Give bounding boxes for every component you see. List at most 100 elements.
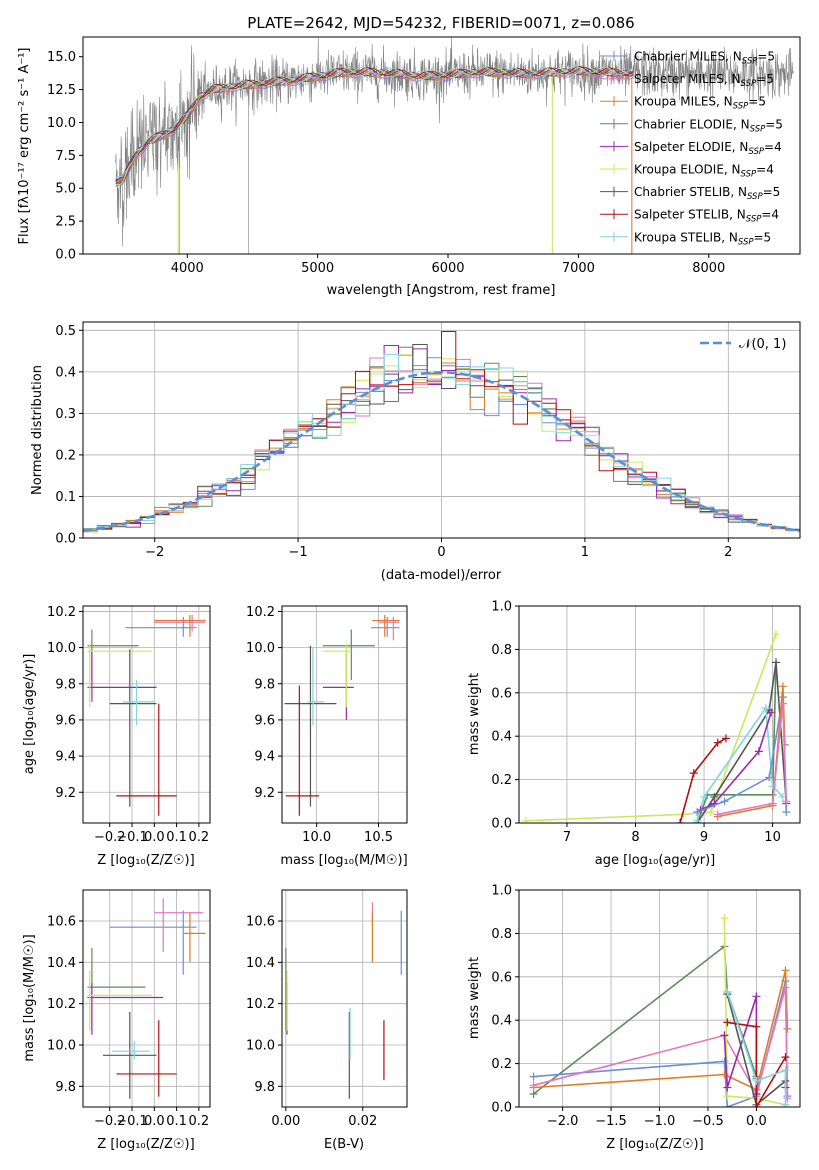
y-tick-label: 0.1 [55,490,76,505]
legend-label-text: Chabrier STELIB, N [634,185,747,199]
legend-label-sub: SSP [738,237,754,247]
weight-marker [723,1083,732,1092]
axes-frame [518,605,801,824]
model-spectrum [115,66,634,185]
x-tick-label: 7000 [562,261,595,276]
y-tick-label: 10.6 [47,915,76,930]
age-z-ylabel: age [log₁₀(age/yr)] [22,654,37,775]
plot-area [529,914,792,1107]
legend-label-text: Kroupa MILES, N [634,95,733,109]
weight-z-ylabel: mass weight [467,957,482,1039]
y-tick-label: 10.2 [47,997,76,1012]
x-tick-label: 10 [764,830,781,845]
weight-marker [752,992,761,1001]
legend-label: Salpeter STELIB, NSSP=4 [634,208,779,225]
grid [83,606,210,823]
residual-distribution-panel: −2 −1 0 1 2 0.0 0.1 0.2 0.3 0.4 0.5 𝒩(0, 1) [55,321,801,560]
weight-marker [772,630,781,639]
age-vs-mass-panel: 10.0 10.5 9.2 9.4 9.6 9.8 10.0 10.2 [246,605,408,845]
weight-marker [713,810,722,819]
legend-label-sub: SSP [741,79,757,89]
x-tick-label: −0.1 [116,1114,148,1129]
legend-label-n: =5 [763,185,781,199]
weight-marker [676,819,685,823]
y-tick-label: 0.2 [491,773,512,788]
legend-label-n: =5 [756,72,774,86]
model-spectrum [115,68,634,186]
y-tick-label: 10.0 [246,1039,275,1054]
weight-line [727,1021,787,1107]
ticks: −2.0 −1.5 −1.0 −0.5 0.0 0.0 0.2 0.4 0.6 0.8 1.0 [491,884,766,1130]
weight-line [533,987,789,1099]
x-tick-label: 0.1 [166,1114,187,1129]
weight-line [723,918,786,1106]
y-tick-label: 9.2 [254,786,275,801]
weight-marker [723,987,732,996]
y-tick-label: 0.0 [491,1101,512,1116]
weight-marker [781,1100,790,1107]
ticks: 0.00 0.02 9.8 10.0 10.2 10.4 10.6 [246,915,377,1130]
weight-vs-age-panel: 7 8 9 10 0.0 0.2 0.4 0.6 0.8 1.0 [491,600,801,845]
y-tick-label: 0.4 [491,730,512,745]
x-tick-label: 0.2 [189,830,210,845]
plot-area [115,37,794,254]
plot-area [87,615,206,816]
weight-line [533,980,789,1107]
chart-title: PLATE=2642, MJD=54232, FIBERID=0071, z=0… [247,14,634,32]
age-vs-metallicity-panel: −0.2−0.10.0 0.1 0.2 9.2 9.4 9.6 9.8 10.0 10.2 [47,605,211,845]
x-tick-label: 0.02 [348,1114,377,1129]
legend-label-text: Chabrier ELODIE, N [634,117,750,131]
model-spectrum [115,69,634,184]
x-tick-label: 8 [631,830,639,845]
plot-area [284,615,400,816]
weight-marker [720,914,729,923]
weight-marker [721,734,730,743]
ticks: −2 −1 0 1 2 0.0 0.1 0.2 0.3 0.4 0.5 [55,324,732,560]
weight-line [679,737,727,823]
spectrum-ylabel: Flux [fλ10⁻¹⁷ erg cm⁻² s⁻¹ A⁻¹] [17,48,32,245]
model-spectrum [115,68,633,181]
weight-marker [782,808,791,817]
legend-label-text: Chabrier MILES, N [634,50,742,64]
legend-label: Kroupa MILES, NSSP=5 [634,95,766,112]
x-tick-label: 5000 [301,261,334,276]
x-tick-label: 8000 [692,261,725,276]
y-tick-label: 0.4 [491,1014,512,1029]
x-tick-label: 0.2 [189,1114,210,1129]
y-tick-label: 9.6 [55,713,76,728]
weight-marker [706,808,715,817]
legend-label-n: =5 [757,50,775,64]
y-tick-label: 0.8 [491,927,512,942]
weight-line [717,703,788,816]
weight-marker [778,699,787,708]
legend-label-sub: SSP [741,170,757,180]
mass-vs-ebv-panel: 0.00 0.02 9.8 10.0 10.2 10.4 10.6 [246,889,408,1130]
y-tick-label: 0.6 [491,970,512,985]
weight-z-xlabel: Z [log₁₀(Z/Z☉)] [606,1137,703,1152]
y-tick-label: 0.5 [55,324,76,339]
y-tick-label: 9.6 [254,713,275,728]
y-tick-label: 1.0 [491,884,512,899]
plot-area [83,331,800,533]
plot-area [87,898,206,1099]
x-tick-label: 1 [581,545,589,560]
weight-marker [761,703,770,712]
ticks: −0.2−0.10.0 0.1 0.2 9.2 9.4 9.6 9.8 10.0 10.2 [47,605,209,845]
weight-marker [700,792,709,801]
weight-marker [752,1022,761,1031]
y-tick-label: 0.0 [55,532,76,547]
y-tick-label: 15.0 [47,50,76,65]
legend-label-sub: SSP [733,102,749,112]
axes-frame [281,889,408,1108]
model-spectrum [115,65,634,178]
y-tick-label: 10.0 [246,641,275,656]
legend-label-n: =5 [748,95,766,109]
weight-marker [767,708,776,717]
plot-area [521,630,791,823]
y-tick-label: 0.8 [491,643,512,658]
weight-line [726,991,787,1105]
y-tick-label: 10.6 [246,915,275,930]
ticks: 4000 5000 6000 7000 8000 0.0 2.5 5.0 7.5 10.0 12.5… [47,50,725,276]
x-tick-label: −0.2 [94,1114,126,1129]
